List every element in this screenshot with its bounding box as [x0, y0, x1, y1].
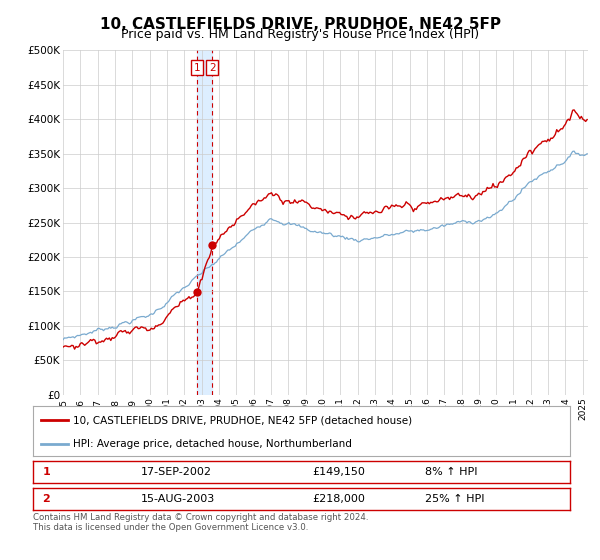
Text: £218,000: £218,000 [312, 494, 365, 504]
Text: 15-AUG-2003: 15-AUG-2003 [140, 494, 215, 504]
Text: 8% ↑ HPI: 8% ↑ HPI [425, 467, 478, 477]
Text: 2: 2 [209, 63, 215, 73]
Text: 17-SEP-2002: 17-SEP-2002 [140, 467, 211, 477]
Text: 1: 1 [193, 63, 200, 73]
Text: 25% ↑ HPI: 25% ↑ HPI [425, 494, 485, 504]
Text: £149,150: £149,150 [312, 467, 365, 477]
Text: 1: 1 [43, 467, 50, 477]
Text: HPI: Average price, detached house, Northumberland: HPI: Average price, detached house, Nort… [73, 439, 352, 449]
Text: 2: 2 [43, 494, 50, 504]
Text: Contains HM Land Registry data © Crown copyright and database right 2024.
This d: Contains HM Land Registry data © Crown c… [33, 513, 368, 533]
Text: 10, CASTLEFIELDS DRIVE, PRUDHOE, NE42 5FP (detached house): 10, CASTLEFIELDS DRIVE, PRUDHOE, NE42 5F… [73, 415, 412, 425]
Text: 10, CASTLEFIELDS DRIVE, PRUDHOE, NE42 5FP: 10, CASTLEFIELDS DRIVE, PRUDHOE, NE42 5F… [100, 17, 500, 32]
Text: Price paid vs. HM Land Registry's House Price Index (HPI): Price paid vs. HM Land Registry's House … [121, 28, 479, 41]
Bar [197, 50, 212, 395]
